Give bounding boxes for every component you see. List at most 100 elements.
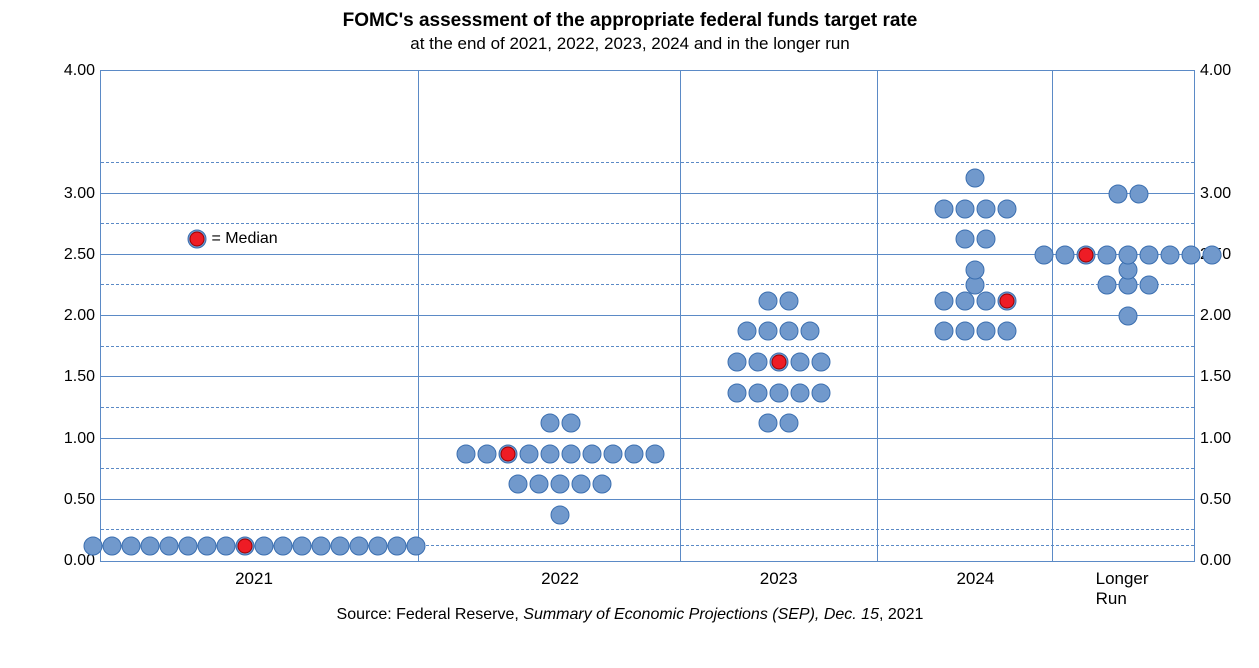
data-dot: [1119, 245, 1138, 264]
y-tick-label-left: 1.00: [64, 430, 101, 448]
data-dot: [780, 414, 799, 433]
data-dot: [477, 444, 496, 463]
data-dot: [934, 322, 953, 341]
data-dot: [1161, 245, 1180, 264]
source-caption: Source: Federal Reserve, Summary of Econ…: [10, 606, 1250, 624]
data-dot: [197, 536, 216, 555]
gridline-major: [101, 193, 1194, 194]
data-dot: [1182, 245, 1201, 264]
x-tick-label: 2021: [235, 561, 273, 589]
data-dot: [780, 322, 799, 341]
data-dot: [801, 322, 820, 341]
data-dot: [540, 414, 559, 433]
data-dot: [790, 383, 809, 402]
data-dot: [159, 536, 178, 555]
gridline-major: [101, 315, 1194, 316]
data-dot: [727, 352, 746, 371]
data-dot: [955, 199, 974, 218]
source-suffix: , 2021: [879, 606, 923, 623]
median-dot: [1079, 247, 1094, 262]
chart-container: FOMC's assessment of the appropriate fed…: [10, 10, 1250, 624]
gridline-minor: [101, 223, 1194, 224]
y-tick-label-left: 2.50: [64, 246, 101, 264]
data-dot: [330, 536, 349, 555]
data-dot: [102, 536, 121, 555]
data-dot: [997, 322, 1016, 341]
gridline-major: [101, 254, 1194, 255]
legend: = Median: [188, 230, 277, 248]
data-dot: [748, 383, 767, 402]
data-dot: [368, 536, 387, 555]
data-dot: [934, 291, 953, 310]
y-tick-label-right: 0.50: [1194, 491, 1231, 509]
data-dot: [551, 506, 570, 525]
gridline-minor: [101, 162, 1194, 163]
data-dot: [976, 199, 995, 218]
gridline-minor: [101, 468, 1194, 469]
gridline-major: [101, 438, 1194, 439]
data-dot: [934, 199, 953, 218]
data-dot: [349, 536, 368, 555]
x-tick-label: Longer Run: [1096, 561, 1162, 609]
data-dot: [1129, 184, 1148, 203]
data-dot: [727, 383, 746, 402]
gridline-vertical: [877, 71, 878, 561]
legend-label: = Median: [211, 230, 277, 248]
data-dot: [551, 475, 570, 494]
data-dot: [1098, 245, 1117, 264]
data-dot: [1203, 245, 1222, 264]
median-dot: [771, 354, 786, 369]
data-dot: [748, 352, 767, 371]
gridline-minor: [101, 346, 1194, 347]
y-tick-label-left: 4.00: [64, 62, 101, 80]
data-dot: [456, 444, 475, 463]
data-dot: [121, 536, 140, 555]
data-dot: [976, 230, 995, 249]
data-dot: [966, 169, 985, 188]
y-tick-label-right: 1.00: [1194, 430, 1231, 448]
y-tick-label-left: 1.50: [64, 368, 101, 386]
data-dot: [572, 475, 591, 494]
y-tick-label-left: 0.50: [64, 491, 101, 509]
plot-wrap: Fed funds target (%) 0.000.000.500.501.0…: [100, 70, 1195, 562]
y-tick-label-left: 3.00: [64, 185, 101, 203]
data-dot: [811, 383, 830, 402]
data-dot: [582, 444, 601, 463]
data-dot: [1108, 184, 1127, 203]
gridline-vertical: [1052, 71, 1053, 561]
x-tick-label: 2022: [541, 561, 579, 589]
data-dot: [603, 444, 622, 463]
data-dot: [83, 536, 102, 555]
y-tick-label-left: 2.00: [64, 307, 101, 325]
data-dot: [790, 352, 809, 371]
data-dot: [645, 444, 664, 463]
data-dot: [509, 475, 528, 494]
gridline-major: [101, 499, 1194, 500]
gridline-vertical: [418, 71, 419, 561]
x-tick-label: 2023: [760, 561, 798, 589]
data-dot: [593, 475, 612, 494]
plot-area: 0.000.000.500.501.001.001.501.502.002.00…: [100, 70, 1195, 562]
data-dot: [519, 444, 538, 463]
data-dot: [1056, 245, 1075, 264]
chart-title: FOMC's assessment of the appropriate fed…: [10, 10, 1250, 32]
median-dot: [500, 446, 515, 461]
median-dot: [237, 538, 252, 553]
data-dot: [540, 444, 559, 463]
data-dot: [769, 383, 788, 402]
median-dot: [999, 293, 1014, 308]
data-dot: [1140, 245, 1159, 264]
gridline-minor: [101, 407, 1194, 408]
data-dot: [738, 322, 757, 341]
data-dot: [1098, 276, 1117, 295]
data-dot: [1119, 307, 1138, 326]
y-tick-label-right: 3.00: [1194, 185, 1231, 203]
data-dot: [387, 536, 406, 555]
y-tick-label-right: 0.00: [1194, 552, 1231, 570]
data-dot: [178, 536, 197, 555]
data-dot: [966, 261, 985, 280]
data-dot: [759, 322, 778, 341]
data-dot: [955, 322, 974, 341]
data-dot: [273, 536, 292, 555]
gridline-vertical: [680, 71, 681, 561]
